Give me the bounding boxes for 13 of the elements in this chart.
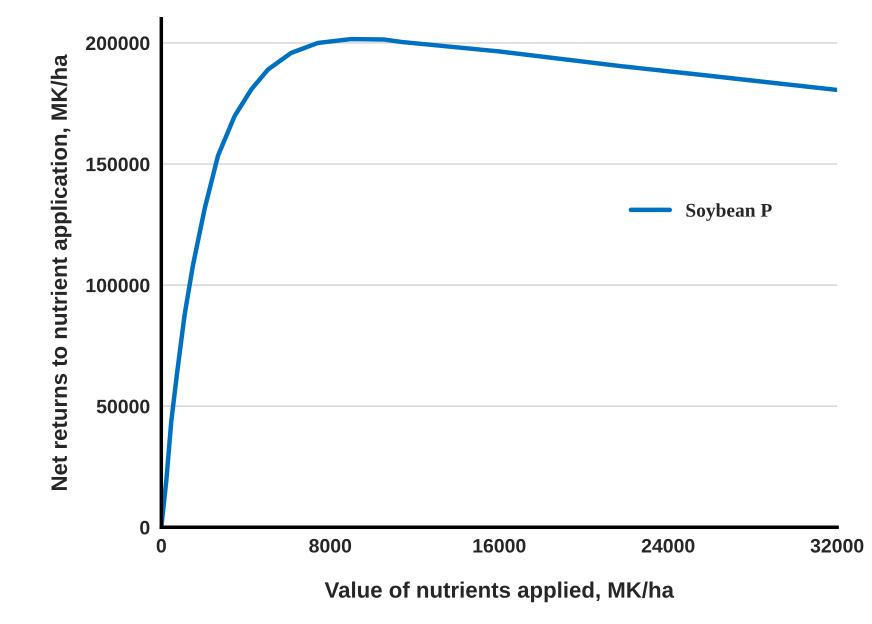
y-tick-label: 50000 <box>96 400 150 414</box>
y-tick-label: 0 <box>140 520 150 535</box>
x-tick-label: 16000 <box>473 538 526 553</box>
x-tick-label: 0 <box>156 538 166 553</box>
y-tick-label: 150000 <box>86 157 150 172</box>
y-tick-label: 100000 <box>86 278 150 292</box>
x-tick-label: 32000 <box>810 538 864 553</box>
x-tick-label: 24000 <box>642 538 694 553</box>
y-axis-title: Net returns to nutrient application, MK/ha <box>50 54 72 490</box>
x-axis-title: Value of nutrients applied, MK/ha <box>324 582 674 602</box>
legend-label: Soybean P <box>686 203 772 221</box>
x-tick-label: 8000 <box>309 538 352 553</box>
y-tick-label: 200000 <box>86 36 150 50</box>
